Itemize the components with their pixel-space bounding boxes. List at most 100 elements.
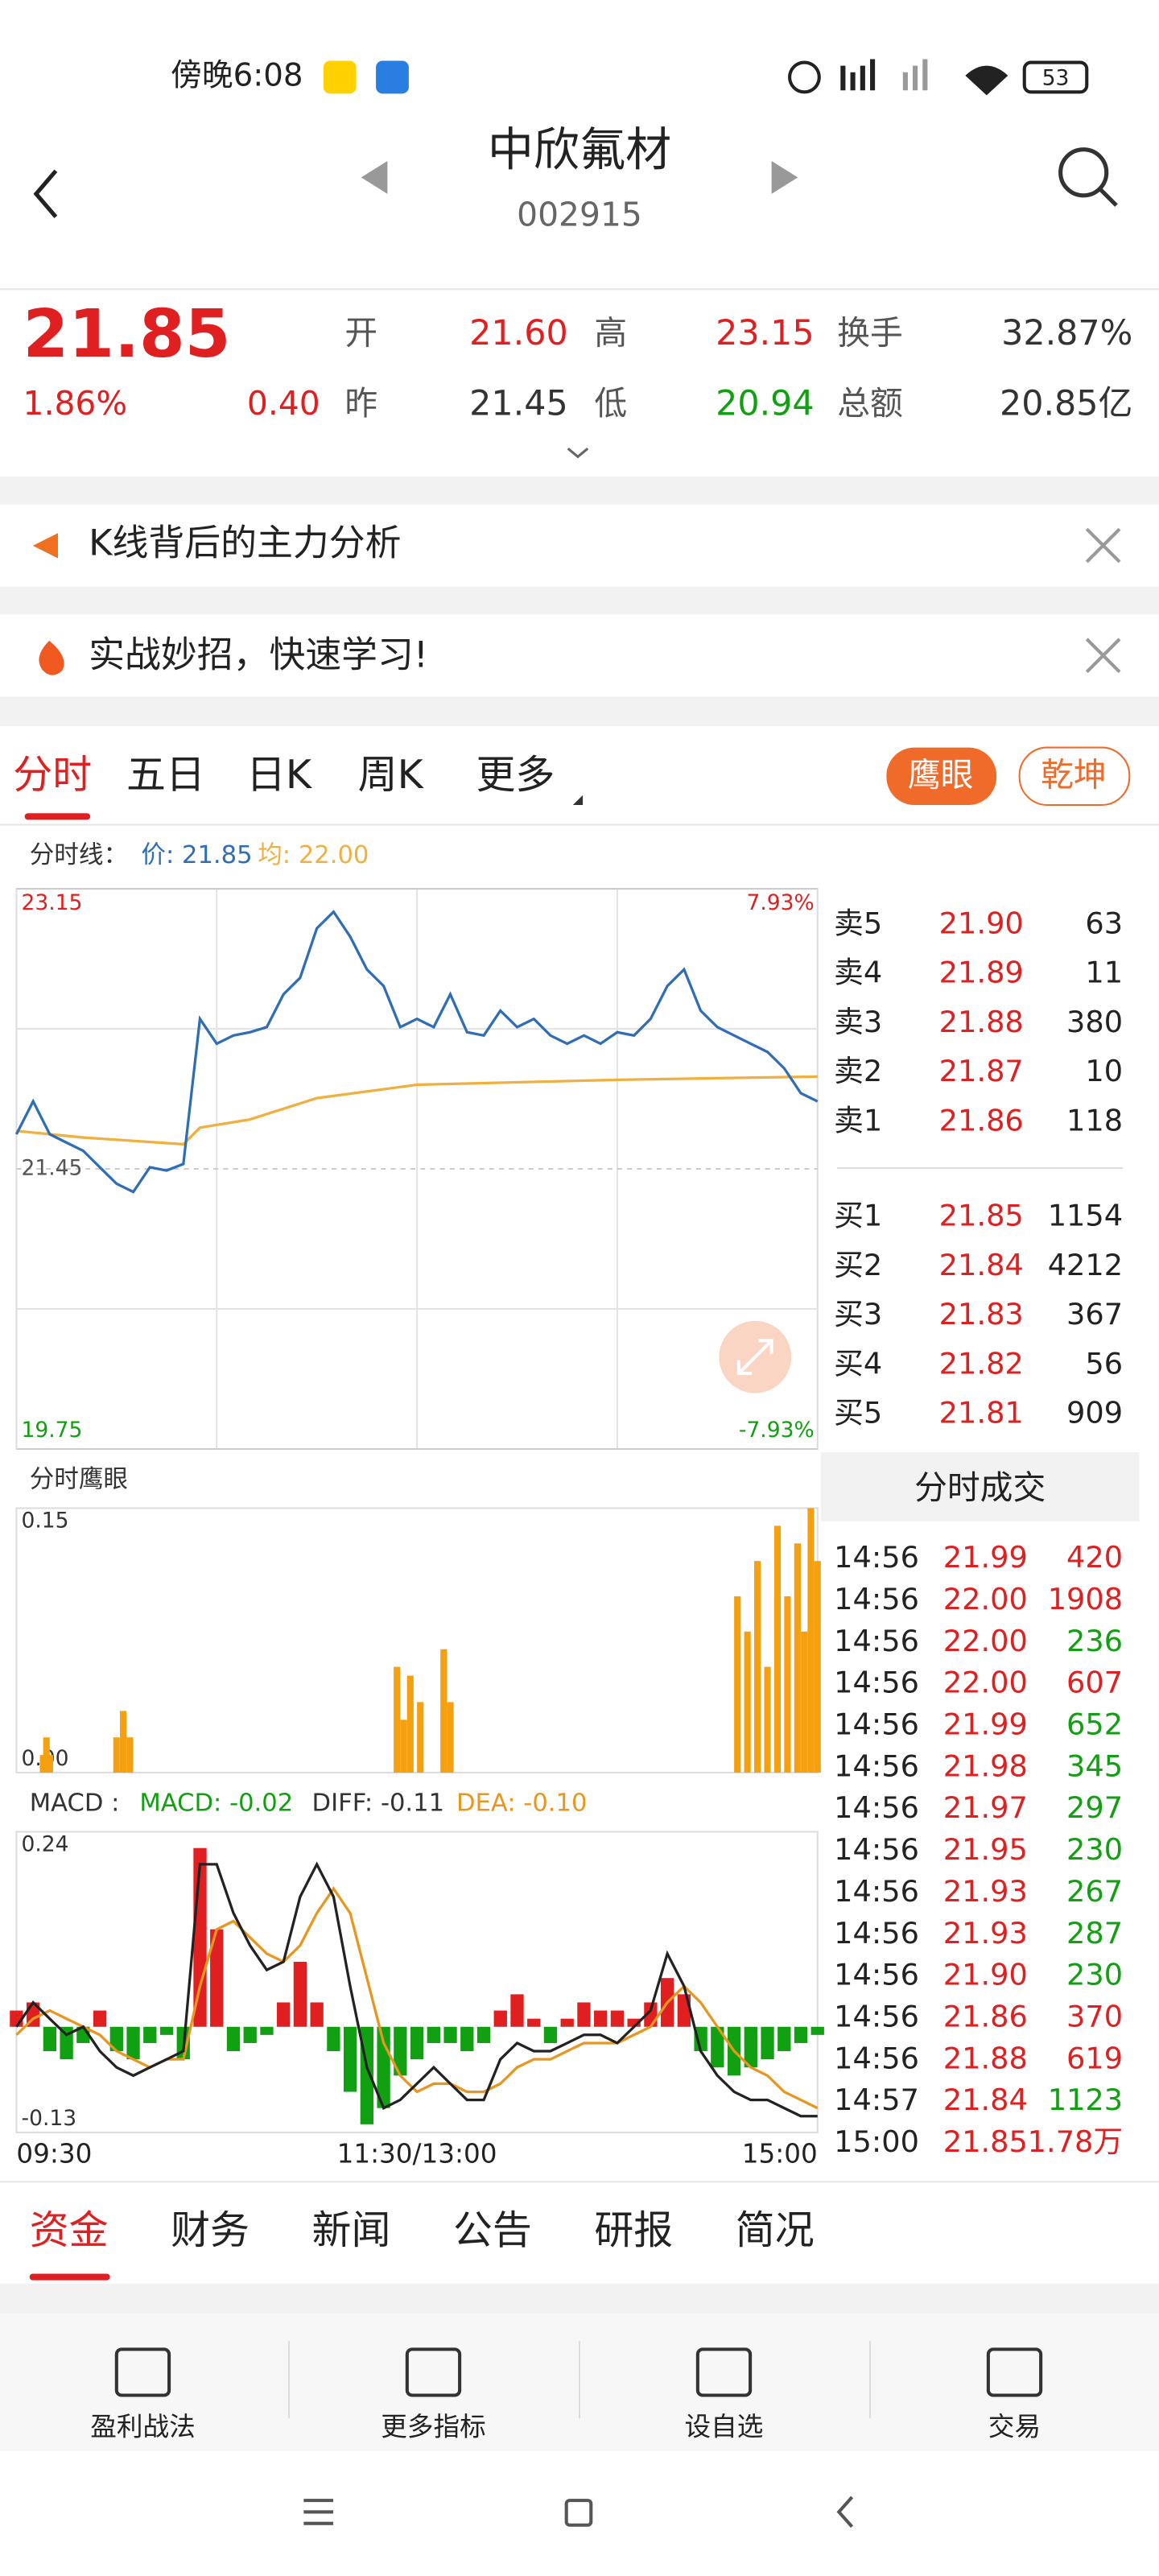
button-label[interactable]: 鹰眼 — [908, 755, 974, 794]
trade-time: 14:56 — [834, 1748, 919, 1783]
tab[interactable]: 更多 — [476, 752, 555, 798]
next-stock[interactable] — [771, 161, 798, 194]
tool-label[interactable]: 更多指标 — [381, 2411, 485, 2442]
trade-time: 14:56 — [834, 1624, 919, 1658]
prev-stock[interactable] — [361, 161, 388, 194]
tab[interactable]: 周K — [358, 752, 425, 798]
tab[interactable]: 新闻 — [312, 2207, 391, 2253]
expand[interactable] — [567, 447, 589, 459]
y-tick-label: 21.45 — [22, 1156, 83, 1181]
macd-bar — [93, 2010, 107, 2027]
tool-label[interactable]: 盈利战法 — [90, 2411, 195, 2442]
trade-volume: 1.78万 — [1028, 2124, 1123, 2159]
banner[interactable]: K线背后的主力分析 — [89, 522, 401, 564]
macd-bar — [394, 2026, 407, 2076]
trade-time: 14:56 — [834, 1874, 919, 1909]
eagle-bar — [440, 1649, 448, 1773]
legend-price: 价: 21.85 — [141, 841, 252, 869]
fullscreen-button[interactable] — [719, 1320, 792, 1393]
app-icon — [323, 60, 357, 94]
home-button[interactable] — [564, 2499, 593, 2527]
field-value: 21.45 — [469, 384, 568, 424]
macd-bar — [443, 2026, 457, 2043]
battery-level: 53 — [1042, 65, 1070, 90]
trade-time: 14:56 — [834, 1790, 919, 1825]
macd-bar — [560, 2018, 574, 2027]
tool-label[interactable]: 交易 — [988, 2411, 1041, 2442]
button-label[interactable]: 乾坤 — [1041, 755, 1107, 794]
eagle-bar — [43, 1737, 50, 1773]
field-value: 20.94 — [716, 384, 815, 424]
close-banner[interactable] — [1085, 638, 1121, 674]
tab[interactable]: 五日 — [126, 752, 205, 798]
book-label: 买3 — [834, 1297, 882, 1331]
macd-bar — [460, 2026, 474, 2052]
tool-icon — [405, 2347, 462, 2397]
tool-icon — [695, 2347, 753, 2397]
button[interactable] — [1018, 746, 1131, 807]
x-tick-label: 11:30/13:00 — [337, 2139, 497, 2169]
tab[interactable]: 研报 — [594, 2207, 673, 2253]
tab[interactable]: 公告 — [453, 2207, 532, 2253]
y-tick-label: 19.75 — [22, 1418, 83, 1443]
eagle-bar — [447, 1702, 454, 1773]
gap — [0, 586, 1159, 615]
trade-price: 21.93 — [943, 1916, 1028, 1951]
trade-volume: 236 — [1066, 1624, 1123, 1658]
menu-button[interactable] — [303, 2499, 334, 2525]
trade-time: 14:56 — [834, 1999, 919, 2033]
eagle-title: 分时鹰眼 — [30, 1465, 128, 1493]
macd-bar — [60, 2026, 73, 2060]
button[interactable] — [886, 747, 997, 805]
stock-code: 002915 — [517, 195, 642, 233]
trade-price: 21.88 — [943, 2041, 1028, 2075]
macd-bar — [777, 2026, 791, 2052]
eagle-bar — [417, 1702, 424, 1773]
macd-bar — [577, 2002, 591, 2027]
battery — [1022, 60, 1089, 94]
macd-bar — [43, 2026, 57, 2052]
trade-volume: 287 — [1066, 1916, 1123, 1951]
avg-line — [16, 1075, 818, 1146]
back-button[interactable] — [836, 2496, 854, 2529]
trade-time: 14:56 — [834, 1582, 919, 1616]
tool-label[interactable]: 设自选 — [685, 2411, 764, 2442]
eagle-bar — [754, 1561, 761, 1773]
book-label: 卖5 — [834, 906, 882, 940]
tab[interactable]: 财务 — [171, 2207, 250, 2253]
macd-bar — [627, 2018, 641, 2027]
book-volume: 1154 — [1048, 1199, 1123, 1233]
macd-value: MACD: -0.02 — [139, 1789, 293, 1817]
trade-price: 21.90 — [943, 1958, 1028, 1992]
tab[interactable]: 分时 — [13, 752, 92, 798]
book-price: 21.81 — [939, 1396, 1024, 1430]
eagle-bar — [120, 1711, 127, 1773]
book-volume: 10 — [1085, 1054, 1123, 1088]
nav-bar — [303, 2496, 854, 2529]
dea-value: DEA: -0.10 — [456, 1789, 587, 1817]
macd-bar — [810, 2026, 824, 2035]
macd-bar — [476, 2026, 491, 2043]
macd-bar — [143, 2026, 157, 2043]
trade-price: 21.99 — [943, 1540, 1028, 1575]
tab[interactable]: 日K — [246, 752, 313, 798]
tab[interactable]: 资金 — [30, 2207, 109, 2253]
trade-price: 22.00 — [943, 1666, 1028, 1700]
trade-volume: 619 — [1066, 2041, 1123, 2075]
trade-time: 14:56 — [834, 1540, 919, 1575]
eagle-bar — [744, 1631, 751, 1773]
macd-bar — [126, 2026, 140, 2060]
trade-price: 21.99 — [943, 1707, 1028, 1742]
trade-price: 21.86 — [943, 1999, 1028, 2033]
trade-volume: 297 — [1066, 1790, 1123, 1825]
book-label: 买4 — [834, 1346, 882, 1381]
close-banner[interactable] — [1085, 527, 1121, 564]
price-line — [14, 910, 819, 1194]
tab[interactable]: 简况 — [736, 2207, 815, 2253]
field-value: 23.15 — [716, 313, 815, 353]
search-button[interactable] — [1058, 147, 1118, 207]
y2-tick-label: -7.93% — [739, 1418, 815, 1443]
banner-icon: ◀ — [33, 524, 59, 563]
back-button[interactable] — [33, 169, 58, 219]
banner[interactable]: 实战妙招，快速学习! — [89, 633, 428, 675]
